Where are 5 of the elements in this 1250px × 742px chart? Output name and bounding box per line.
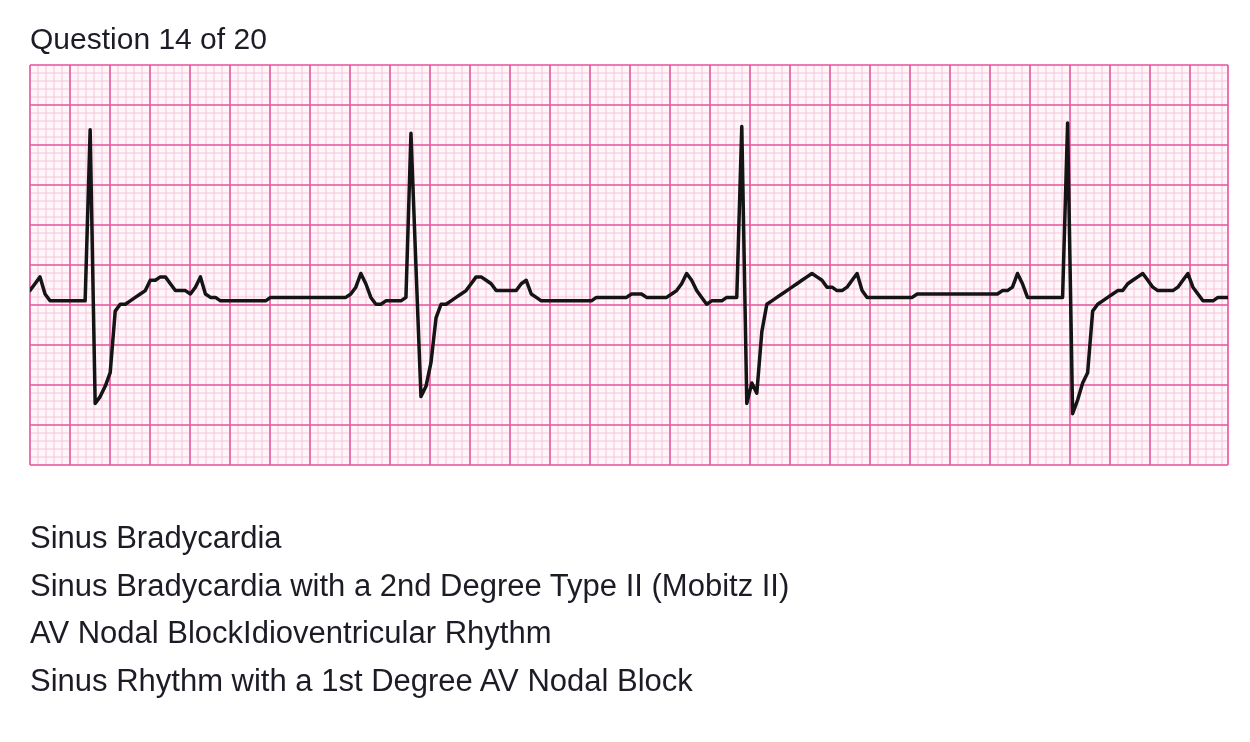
text: Sinus Bradycardia [30,520,282,555]
chart-title: Question 14 of 20 [30,22,267,55]
text: AV Nodal BlockIdioventricular Rhythm [30,615,552,651]
text: Sinus Bradycardia with a 2nd Degree Type II (Mobitz II) [30,567,790,603]
text: Sinus Rhythm with a 1st Degree AV Nodal Block [30,663,693,699]
